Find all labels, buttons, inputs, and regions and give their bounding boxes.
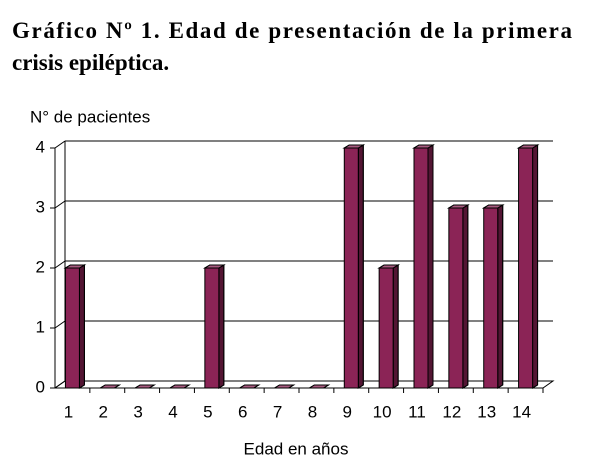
x-tick-label: 4 xyxy=(168,402,177,421)
y-axis-label: N° de pacientes xyxy=(30,107,150,126)
bar-top-shade xyxy=(377,264,400,269)
y-tick-label: 2 xyxy=(36,257,45,276)
bar xyxy=(98,384,122,389)
x-tick-label: 3 xyxy=(133,402,142,421)
bar-front xyxy=(64,267,80,389)
bar xyxy=(516,144,540,389)
bar-front xyxy=(343,147,359,389)
bar-top-shade xyxy=(98,384,122,389)
bar xyxy=(377,264,400,389)
bar-side-shade xyxy=(427,144,434,389)
bar-top-shade xyxy=(481,204,505,209)
bar-top-shade xyxy=(447,204,470,209)
bar-front xyxy=(413,147,429,389)
bar-front xyxy=(378,267,394,389)
bar-side-shade xyxy=(532,144,539,389)
x-tick-label: 13 xyxy=(477,402,496,421)
bar xyxy=(272,384,296,389)
bar-side-shade xyxy=(78,264,85,389)
bar-top-shade xyxy=(342,144,366,149)
bar-side-shade xyxy=(497,204,504,389)
bar-top-shade xyxy=(133,384,156,389)
y-tick-label: 1 xyxy=(36,317,45,336)
bar-front xyxy=(204,267,220,389)
bar-top-shade xyxy=(307,384,331,389)
bar-top-shade xyxy=(272,384,296,389)
bar-front xyxy=(518,147,534,389)
bar-front xyxy=(483,207,499,389)
bar-front xyxy=(448,207,464,389)
floor xyxy=(53,380,555,389)
bar-top-shade xyxy=(203,264,226,269)
bar-top-shade xyxy=(63,264,87,269)
y-tick-label: 4 xyxy=(36,137,45,156)
x-tick-label: 10 xyxy=(373,402,392,421)
bar-side-shade xyxy=(462,204,469,389)
x-tick-label: 12 xyxy=(442,402,461,421)
x-tick-label: 2 xyxy=(99,402,108,421)
chart-title: Gráfico Nº 1. Edad de presentación de la… xyxy=(12,18,573,43)
bar xyxy=(63,264,87,389)
y-tick-label: 0 xyxy=(36,377,45,396)
x-tick-label: 11 xyxy=(408,402,426,421)
x-axis-label: Edad en años xyxy=(244,439,349,458)
bar-top-shade xyxy=(168,384,191,389)
bar xyxy=(307,384,331,389)
bar xyxy=(133,384,156,389)
x-tick-label: 8 xyxy=(308,402,317,421)
x-tick-label: 5 xyxy=(203,402,212,421)
bar xyxy=(203,264,226,389)
side-wall-line xyxy=(54,320,66,329)
bar-side-shade xyxy=(357,144,364,389)
bar xyxy=(481,204,505,389)
side-wall-line xyxy=(54,380,66,389)
x-tick-label: 1 xyxy=(64,402,73,421)
x-tick-label: 6 xyxy=(238,402,247,421)
bar-top-shade xyxy=(412,144,435,149)
y-tick-label: 3 xyxy=(36,197,45,216)
bar xyxy=(237,384,261,389)
bar-side-shade xyxy=(392,264,399,389)
side-wall-line xyxy=(54,200,66,209)
x-tick-label: 9 xyxy=(343,402,352,421)
x-tick-label: 7 xyxy=(273,402,282,421)
chart-title: crisis epiléptica. xyxy=(12,50,169,75)
bar-side-shade xyxy=(218,264,225,389)
bar xyxy=(412,144,435,389)
bar xyxy=(168,384,191,389)
bar xyxy=(447,204,470,389)
bar xyxy=(342,144,366,389)
x-tick-label: 14 xyxy=(512,402,531,421)
bar-top-shade xyxy=(237,384,261,389)
side-wall-line xyxy=(54,140,66,149)
bar-top-shade xyxy=(516,144,540,149)
side-wall-line xyxy=(54,260,66,269)
